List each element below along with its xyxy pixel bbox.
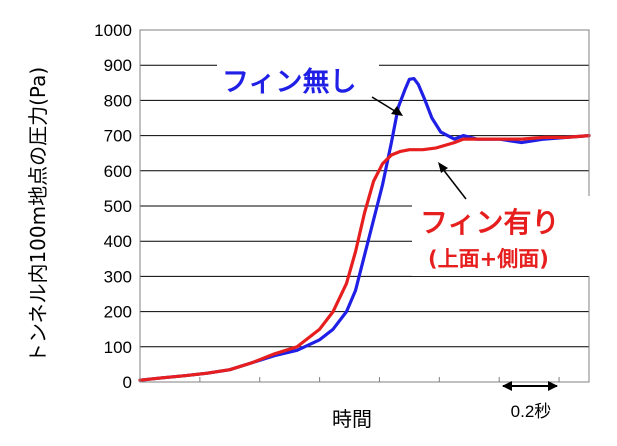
scale-bar: 0.2秒 — [502, 381, 558, 421]
y-axis-title: トンネル内100m地点の圧力(Pa) — [26, 67, 50, 363]
y-tick-label-400: 400 — [104, 232, 132, 251]
annotation-with-fin-arrow — [441, 167, 467, 200]
y-tick-label-0: 0 — [123, 373, 132, 392]
scale-bar-arrowhead-right — [548, 381, 558, 391]
y-tick-label-200: 200 — [104, 303, 132, 322]
y-tick-label-100: 100 — [104, 338, 132, 357]
y-tick-label-600: 600 — [104, 162, 132, 181]
y-tick-labels: 0 100 200 300 400 500 600 700 800 900 1000 — [94, 21, 132, 392]
y-tick-label-900: 900 — [104, 56, 132, 75]
y-tick-label-1000: 1000 — [94, 21, 132, 40]
y-tick-label-300: 300 — [104, 267, 132, 286]
y-tick-label-500: 500 — [104, 197, 132, 216]
series-lines — [138, 76, 591, 382]
annotation-no-fin: フィン無し — [217, 62, 403, 116]
annotation-with-fin-label: フィン有り — [420, 206, 559, 239]
y-tick-label-800: 800 — [104, 91, 132, 110]
scale-bar-label: 0.2秒 — [511, 402, 552, 421]
x-tick-marks — [199, 377, 560, 382]
annotation-with-fin-arrowhead — [438, 162, 448, 173]
series-line-with-fin — [138, 134, 591, 382]
annotation-with-fin-sublabel: (上面+側面) — [428, 247, 549, 271]
scale-bar-arrowhead-left — [502, 381, 512, 391]
y-tick-label-700: 700 — [104, 127, 132, 146]
annotation-no-fin-arrow — [371, 96, 399, 114]
x-axis-title: 時間 — [332, 407, 372, 431]
annotation-with-fin: フィン有り (上面+側面) — [412, 162, 590, 276]
annotation-no-fin-label: フィン無し — [222, 67, 356, 98]
annotation-no-fin-arrowhead — [391, 106, 403, 116]
